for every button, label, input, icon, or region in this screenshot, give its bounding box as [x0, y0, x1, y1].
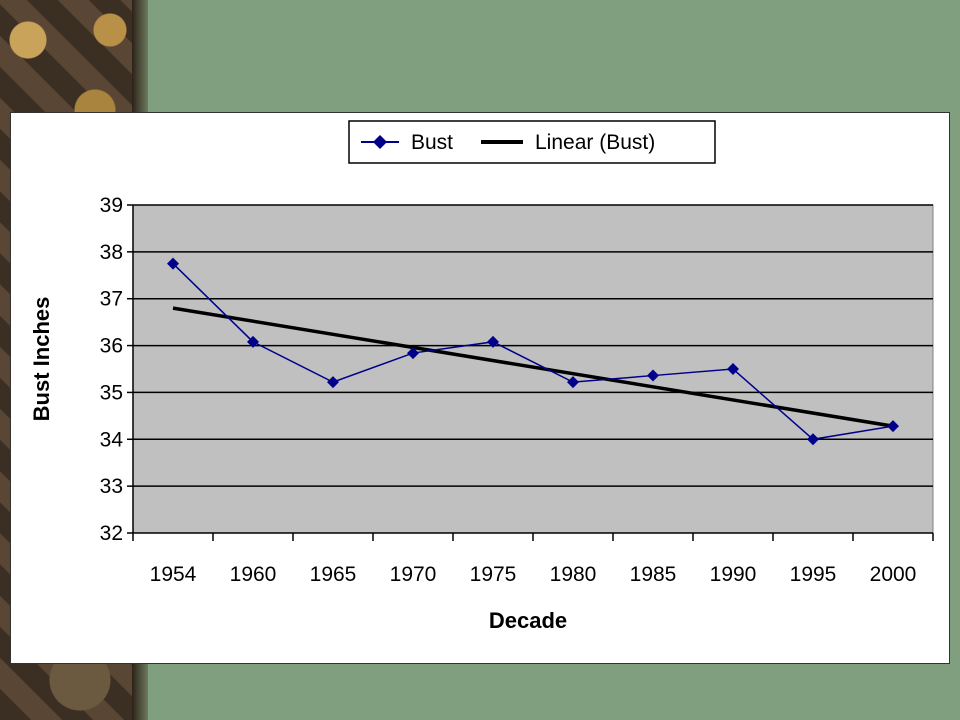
plot-area [132, 204, 934, 534]
data-point [487, 335, 499, 348]
line-chart: 32 33 34 35 36 37 38 39 1954 1960 1965 1970 1975 1980… [29, 120, 934, 633]
data-point [647, 369, 659, 382]
data-point [167, 257, 179, 270]
legend-trend-label: Linear (Bust) [535, 131, 655, 154]
y-tick-label: 36 [100, 335, 123, 358]
x-tick-label: 1970 [390, 563, 437, 586]
data-point [727, 363, 739, 375]
legend-bust-marker [373, 135, 387, 149]
y-tick-label: 33 [100, 475, 123, 498]
data-point [807, 433, 819, 446]
y-tick-label: 35 [100, 381, 123, 404]
plot-background [132, 204, 934, 534]
x-tick-label: 1985 [630, 563, 677, 586]
x-axis-title: Decade [489, 608, 567, 633]
y-tick-label: 38 [100, 241, 123, 264]
trendline [172, 306, 894, 428]
x-tick-label: 1954 [150, 563, 197, 586]
x-tick-label: 1975 [470, 563, 517, 586]
data-point [567, 376, 579, 389]
x-tick-label: 1990 [710, 563, 757, 586]
y-axis-title: Bust Inches [29, 297, 54, 422]
legend-bust-label: Bust [411, 131, 453, 154]
x-tick-label: 1960 [230, 563, 277, 586]
x-tick-label: 1995 [790, 563, 837, 586]
legend-box [348, 120, 716, 164]
legend: Bust Linear (Bust) [348, 120, 716, 164]
data-point [407, 347, 419, 360]
x-tick-label: 1980 [550, 563, 597, 586]
data-point [327, 376, 339, 389]
series-line-bust [172, 263, 894, 441]
axes: 32 33 34 35 36 37 38 39 1954 1960 1965 1970 1975 1980… [100, 194, 934, 586]
y-tick-label: 34 [100, 428, 124, 451]
y-tick-label: 39 [100, 194, 123, 217]
x-tick-label: 2000 [870, 563, 917, 586]
series-layer [167, 257, 899, 446]
data-point [887, 420, 899, 433]
y-tick-label: 32 [100, 522, 123, 545]
chart-panel: 32 33 34 35 36 37 38 39 1954 1960 1965 1970 1975 1980… [10, 112, 950, 664]
y-tick-label: 37 [100, 288, 123, 311]
data-point [247, 335, 259, 348]
x-tick-label: 1965 [310, 563, 357, 586]
